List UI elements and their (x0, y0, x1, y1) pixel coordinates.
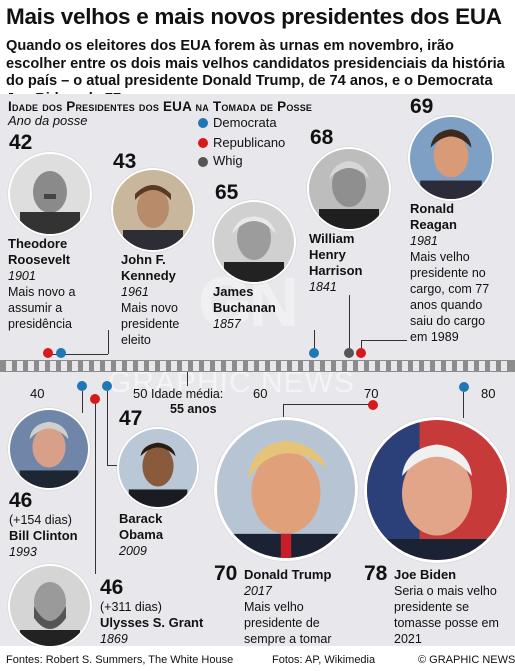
footer-photos: Fotos: AP, Wikimedia (272, 654, 376, 666)
connector-reagan-a (361, 340, 362, 352)
year-trump: 2017 (244, 584, 272, 598)
year-reagan: 1981 (410, 234, 438, 248)
year-roosevelt: 1901 (8, 269, 36, 283)
name-obama: Barack Obama (119, 511, 164, 542)
connector-reagan-b (361, 340, 407, 341)
portrait-kennedy (111, 168, 195, 252)
name-buchanan: James Buchanan (213, 284, 276, 315)
days-grant: (+311 dias) (100, 600, 162, 614)
marker-harrison (344, 348, 354, 358)
name-roosevelt: Theodore Roosevelt (8, 236, 71, 267)
marker-biden (459, 382, 469, 392)
legend-whig-dot (198, 157, 208, 167)
section-subtitle: Ano da posse (8, 113, 88, 128)
marker-kennedy (56, 348, 66, 358)
legend-whig-label: Whig (213, 153, 243, 168)
portrait-buchanan (212, 200, 296, 284)
age-obama: 47 (119, 407, 143, 430)
connector-harrison (349, 295, 350, 352)
age-harrison: 68 (310, 126, 334, 149)
section-title: Idade dos Presidentes dos EUA na Tomada … (8, 99, 313, 114)
connector-grant (95, 404, 96, 574)
footer-sources: Fontes: Robert S. Summers, The White Hou… (6, 654, 234, 666)
name-grant: Ulysses S. Grant (100, 615, 204, 630)
age-axis (0, 360, 515, 372)
name-trump: Donald Trump (244, 567, 332, 582)
portrait-grant (8, 564, 92, 648)
year-clinton: 1993 (9, 545, 37, 559)
portrait-trump (214, 417, 358, 561)
marker-roosevelt (43, 348, 53, 358)
legend-democrat-dot (198, 118, 208, 128)
name-kennedy: John F. Kennedy (121, 252, 176, 283)
portrait-harrison (307, 147, 391, 231)
footer (0, 646, 515, 671)
footer-credit: © GRAPHIC NEWS (418, 654, 515, 666)
marker-buchanan (309, 348, 319, 358)
note-biden: Seria o mais velho presidente se tomasse… (394, 584, 499, 646)
connector-trump-b (283, 404, 284, 418)
portrait-clinton (8, 408, 90, 490)
age-grant: 46 (100, 576, 124, 599)
age-reagan: 69 (410, 95, 434, 118)
year-obama: 2009 (119, 544, 147, 558)
connector-clinton (82, 391, 83, 413)
average-label: Idade média: (151, 387, 224, 401)
marker-grant (90, 394, 100, 404)
year-buchanan: 1857 (213, 317, 241, 331)
age-biden: 78 (364, 562, 388, 585)
legend-republican-label: Republicano (213, 135, 286, 150)
portrait-reagan (408, 115, 494, 201)
name-reagan: Ronald Reagan (410, 201, 457, 232)
marker-clinton (77, 381, 87, 391)
connector-kennedy (108, 330, 109, 354)
name-biden: Joe Biden (394, 567, 457, 582)
age-kennedy: 43 (113, 150, 137, 173)
portrait-biden (364, 417, 510, 563)
portrait-roosevelt (8, 152, 92, 236)
connector-trump-a (283, 404, 369, 405)
note-reagan: Mais velho presidente no cargo, com 77 a… (410, 250, 490, 344)
connector-obama-b (107, 465, 117, 466)
age-roosevelt: 42 (9, 131, 33, 154)
portrait-obama (117, 427, 199, 509)
name-clinton: Bill Clinton (9, 528, 78, 543)
age-clinton: 46 (9, 489, 33, 512)
days-clinton: (+154 dias) (9, 513, 72, 527)
tick-50: 50 (133, 386, 148, 401)
note-roosevelt: Mais novo a assumir a presidência (8, 285, 76, 331)
legend-democrat-label: Democrata (213, 115, 277, 130)
tick-70: 70 (364, 386, 379, 401)
marker-reagan (356, 348, 366, 358)
tick-60: 60 (253, 386, 268, 401)
age-buchanan: 65 (215, 181, 239, 204)
page-title: Mais velhos e mais novos presidentes dos… (6, 4, 502, 29)
note-kennedy: Mais novo presidente eleito (121, 301, 180, 347)
tick-80: 80 (481, 386, 496, 401)
name-harrison: William Henry Harrison (309, 231, 363, 278)
year-grant: 1869 (100, 632, 128, 646)
connector-biden (463, 392, 464, 418)
year-harrison: 1841 (309, 280, 337, 294)
marker-obama (102, 381, 112, 391)
average-value: 55 anos (170, 402, 217, 416)
age-trump: 70 (214, 562, 238, 585)
connector-roosevelt-kennedy (48, 354, 108, 355)
marker-trump (368, 400, 378, 410)
year-kennedy: 1961 (121, 285, 149, 299)
tick-40: 40 (30, 386, 45, 401)
connector-obama-a (107, 391, 108, 465)
legend-republican-dot (198, 138, 208, 148)
connector-buchanan (314, 330, 315, 352)
average-marker (187, 372, 188, 386)
